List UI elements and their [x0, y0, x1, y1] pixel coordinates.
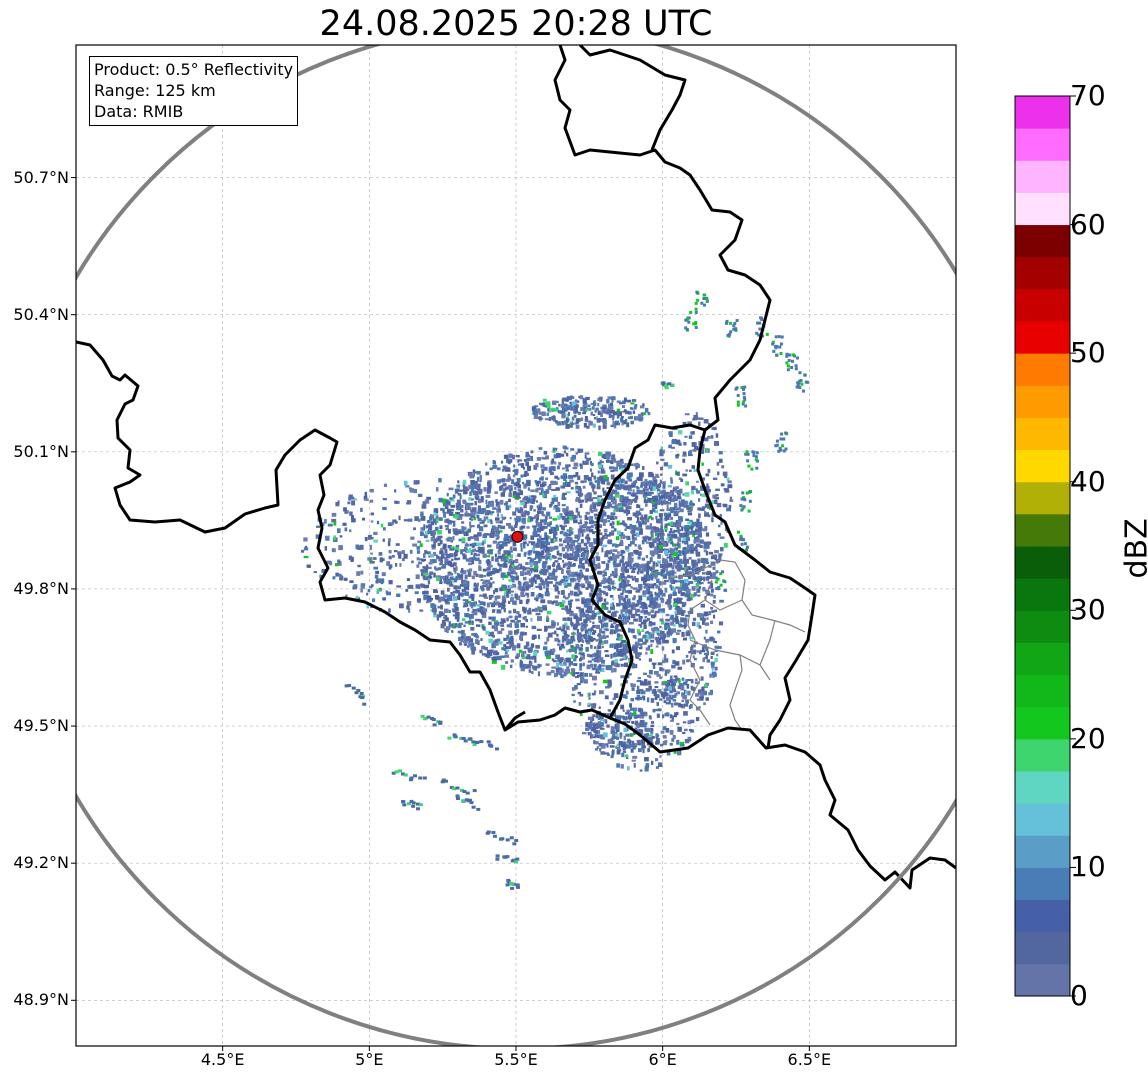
product-info-box: Product: 0.5° Reflectivity Range: 125 km…	[89, 56, 299, 126]
colorbar-bin	[1015, 288, 1070, 322]
data-source-label: Data: RMIB	[94, 102, 184, 121]
colorbar-tick-label: 20	[1070, 721, 1106, 755]
axis-ticks	[71, 177, 810, 1051]
lon-tick-label: 5°E	[355, 1050, 384, 1069]
colorbar-bin	[1015, 96, 1070, 129]
product-label: Product: 0.5° Reflectivity	[94, 60, 294, 79]
subregion-boundaries	[671, 559, 806, 731]
lat-tick-label: 49.5°N	[13, 716, 69, 736]
colorbar-bin	[1015, 738, 1070, 772]
colorbar-bin	[1015, 803, 1070, 836]
colorbar-tick-label: 10	[1070, 850, 1106, 884]
plot-area	[76, 45, 956, 1046]
reflectivity-echoes	[301, 290, 809, 890]
colorbar-bin	[1015, 256, 1070, 290]
colorbar-bin	[1015, 674, 1070, 708]
lat-tick-label: 50.7°N	[13, 167, 69, 187]
colorbar-bin	[1015, 449, 1070, 483]
colorbar-bin	[1015, 353, 1070, 386]
colorbar-bin	[1015, 128, 1070, 161]
colorbar-bin	[1015, 578, 1070, 611]
colorbar-bin	[1015, 899, 1070, 933]
lat-tick-label: 49.2°N	[13, 853, 69, 873]
gridlines	[76, 45, 956, 1046]
lat-tick-label: 50.4°N	[13, 304, 69, 324]
lon-tick-label: 6.5°E	[787, 1050, 832, 1069]
range-label: Range: 125 km	[94, 81, 216, 100]
lat-tick-label: 50.1°N	[13, 441, 69, 461]
colorbar-bin	[1015, 192, 1070, 226]
country-borders	[76, 45, 956, 890]
colorbar-bin	[1015, 224, 1070, 258]
colorbar-bin	[1015, 771, 1070, 804]
map-title: 24.08.2025 20:28 UTC	[319, 4, 713, 44]
lat-tick-label: 49.8°N	[13, 578, 69, 598]
colorbar	[1014, 95, 1076, 997]
colorbar-tick-label: 0	[1070, 979, 1088, 1012]
colorbar-bin	[1015, 513, 1070, 547]
colorbar-tick-label: 70	[1070, 79, 1106, 112]
colorbar-bin	[1015, 610, 1070, 643]
colorbar-tick-label: 30	[1070, 593, 1106, 627]
colorbar-bin	[1015, 546, 1070, 579]
colorbar-label: dBZ	[1119, 518, 1148, 579]
colorbar-bin	[1015, 963, 1070, 997]
colorbar-bin	[1015, 417, 1070, 451]
colorbar-bin	[1015, 160, 1070, 193]
colorbar-bin	[1015, 835, 1070, 868]
lon-tick-label: 4.5°E	[200, 1050, 245, 1069]
colorbar-bin	[1015, 706, 1070, 740]
colorbar-bin	[1015, 931, 1070, 965]
radar-site-marker	[511, 530, 524, 543]
lon-tick-label: 5.5°E	[494, 1050, 538, 1069]
lat-tick-label: 48.9°N	[13, 990, 69, 1010]
colorbar-tick-label: 60	[1070, 207, 1106, 241]
colorbar-frame	[1014, 95, 1071, 997]
lon-tick-label: 6°E	[648, 1050, 677, 1069]
colorbar-bin	[1015, 321, 1070, 354]
colorbar-bin	[1015, 642, 1070, 676]
colorbar-tick-label: 40	[1070, 464, 1106, 498]
colorbar-bin	[1015, 385, 1070, 418]
colorbar-tick-label: 50	[1070, 336, 1106, 370]
colorbar-bin	[1015, 481, 1070, 515]
colorbar-bin	[1015, 867, 1070, 901]
